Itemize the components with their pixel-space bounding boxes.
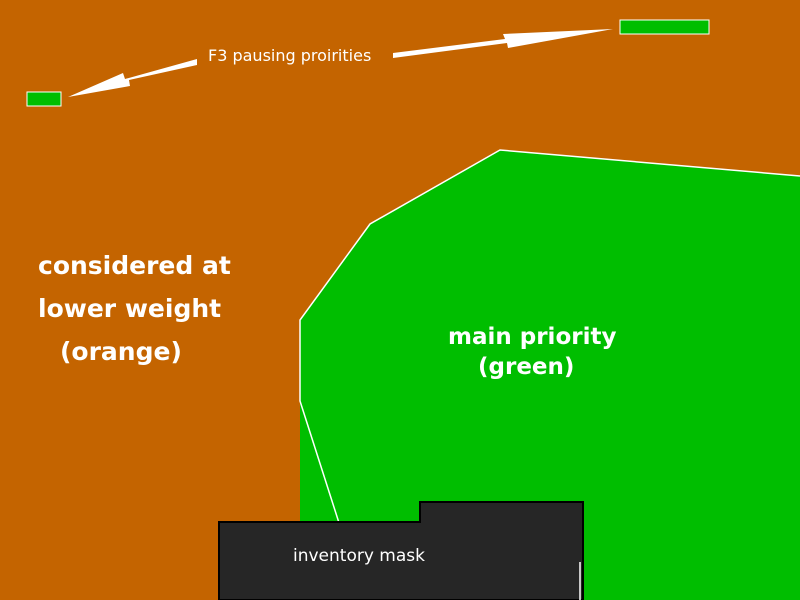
- pausing-priorities-title: F3 pausing proirities: [208, 46, 372, 65]
- green-priority-region: [300, 150, 800, 600]
- top-right-green-swatch: [619, 19, 710, 35]
- orange-label-line1: considered at: [38, 251, 231, 280]
- green-label-line1: main priority: [448, 324, 617, 350]
- inventory-mask-label: inventory mask: [293, 546, 425, 566]
- orange-label-line3: (orange): [60, 337, 182, 366]
- top-left-green-swatch: [26, 91, 62, 107]
- green-region-label: main priority (green): [448, 322, 616, 382]
- green-region-outline: [299, 149, 800, 527]
- green-label-line2: (green): [478, 354, 575, 380]
- orange-region-label: considered at lower weight (orange): [38, 244, 231, 373]
- arrow-left-to-swatch: [68, 59, 197, 97]
- inventory-mask-region: [218, 501, 584, 600]
- orange-label-line2: lower weight: [38, 294, 222, 323]
- arrow-right-to-swatch: [393, 29, 613, 58]
